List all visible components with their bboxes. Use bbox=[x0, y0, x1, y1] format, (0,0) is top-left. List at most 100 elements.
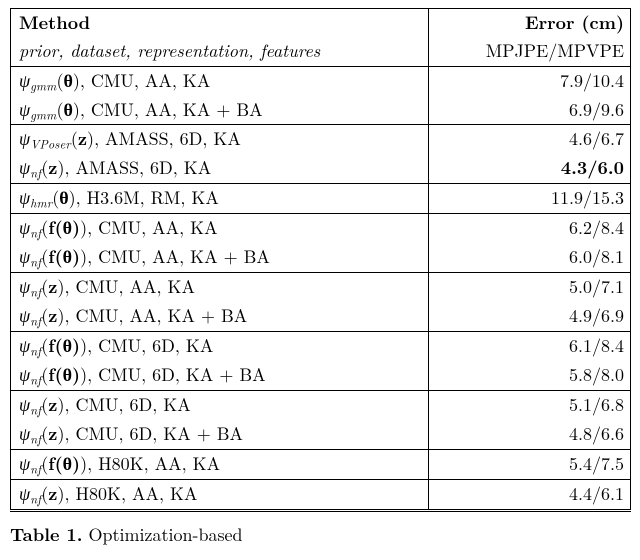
error-value: 4.4/6.1 bbox=[569, 481, 624, 506]
psi-symbol: ψ bbox=[19, 333, 30, 358]
method-cell: ψnf(z), CMU, 6D, KA bbox=[11, 390, 429, 419]
arg: f(θ) bbox=[48, 244, 80, 269]
header-error-sub: MPJPE/MPVPE bbox=[429, 37, 631, 66]
config-text: , CMU, 6D, KA + BA bbox=[87, 362, 266, 387]
method-cell: ψgmm(θ), CMU, AA, KA + BA bbox=[11, 96, 429, 125]
error-cell: 6.9/9.6 bbox=[429, 96, 631, 125]
error-cell: 4.4/6.1 bbox=[429, 479, 631, 510]
config-text: , CMU, AA, KA + BA bbox=[87, 244, 270, 269]
config-text: , CMU, 6D, KA bbox=[64, 392, 190, 417]
prior-subscript: nf bbox=[30, 224, 41, 242]
config-text: , H80K, AA, KA bbox=[64, 481, 197, 506]
table-row: ψnf(z), AMASS, 6D, KA 4.3/6.0 bbox=[11, 154, 631, 183]
prior-subscript: nf bbox=[30, 312, 41, 330]
prior-subscript: nf bbox=[30, 253, 41, 271]
prior-subscript: nf bbox=[30, 489, 41, 507]
error-cell: 4.3/6.0 bbox=[429, 154, 631, 183]
arg: θ bbox=[63, 97, 72, 122]
method-cell: ψnf(f(θ)), CMU, 6D, KA + BA bbox=[11, 361, 429, 390]
prior-subscript: nf bbox=[30, 283, 41, 301]
table-row: ψgmm(θ), CMU, AA, KA + BA 6.9/9.6 bbox=[11, 96, 631, 125]
arg: z bbox=[48, 303, 57, 328]
psi-symbol: ψ bbox=[19, 215, 30, 240]
error-value: 5.8/8.0 bbox=[569, 362, 624, 387]
arg: z bbox=[48, 421, 57, 446]
table-row: ψhmr(θ), H3.6M, RM, KA11.9/15.3 bbox=[11, 184, 631, 214]
prior-subscript: nf bbox=[30, 164, 41, 182]
error-cell: 4.8/6.6 bbox=[429, 420, 631, 449]
error-cell: 4.9/6.9 bbox=[429, 302, 631, 331]
psi-symbol: ψ bbox=[19, 451, 30, 476]
prior-subscript: hmr bbox=[30, 194, 52, 212]
config-text: , CMU, AA, KA bbox=[80, 68, 211, 93]
psi-symbol: ψ bbox=[19, 392, 30, 417]
prior-subscript: nf bbox=[30, 400, 41, 418]
error-cell: 7.9/10.4 bbox=[429, 66, 631, 95]
error-value: 7.9/10.4 bbox=[560, 68, 624, 93]
header-method-sub: prior, dataset, representation, features bbox=[11, 37, 429, 66]
table-row: ψnf(f(θ)), CMU, AA, KA + BA 6.0/8.1 bbox=[11, 243, 631, 272]
prior-subscript: nf bbox=[30, 459, 41, 477]
error-value: 4.9/6.9 bbox=[569, 303, 624, 328]
method-cell: ψnf(z), AMASS, 6D, KA bbox=[11, 154, 429, 183]
error-value: 5.0/7.1 bbox=[569, 274, 624, 299]
arg: z bbox=[48, 392, 57, 417]
error-cell: 6.1/8.4 bbox=[429, 332, 631, 361]
method-cell: ψnf(z), CMU, AA, KA + BA bbox=[11, 302, 429, 331]
arg: θ bbox=[63, 68, 72, 93]
method-cell: ψnf(z), H80K, AA, KA bbox=[11, 479, 429, 510]
table-row: ψgmm(θ), CMU, AA, KA7.9/10.4 bbox=[11, 66, 631, 95]
psi-symbol: ψ bbox=[19, 244, 30, 269]
results-table: Method Error (cm) prior, dataset, repres… bbox=[10, 8, 631, 512]
table-row: ψnf(f(θ)), CMU, 6D, KA 6.1/8.4 bbox=[11, 332, 631, 361]
psi-symbol: ψ bbox=[19, 303, 30, 328]
error-cell: 5.8/8.0 bbox=[429, 361, 631, 390]
method-cell: ψnf(z), CMU, AA, KA bbox=[11, 273, 429, 302]
method-cell: ψnf(f(θ)), CMU, 6D, KA bbox=[11, 332, 429, 361]
prior-subscript: VPoser bbox=[30, 135, 71, 153]
prior-subscript: gmm bbox=[30, 76, 56, 94]
psi-symbol: ψ bbox=[19, 421, 30, 446]
prior-subscript: nf bbox=[30, 429, 41, 447]
table-row: ψnf(z), CMU, AA, KA 5.0/7.1 bbox=[11, 273, 631, 302]
table-body: ψgmm(θ), CMU, AA, KA7.9/10.4ψgmm(θ), CMU… bbox=[11, 66, 631, 510]
error-value: 5.1/6.8 bbox=[569, 392, 624, 417]
method-cell: ψnf(f(θ)), CMU, AA, KA + BA bbox=[11, 243, 429, 272]
table-caption: Table 1. Optimization-based bbox=[10, 522, 630, 547]
arg: z bbox=[78, 126, 87, 151]
config-text: , CMU, 6D, KA bbox=[87, 333, 213, 358]
psi-symbol: ψ bbox=[19, 155, 30, 180]
table-row: ψnf(z), CMU, AA, KA + BA 4.9/6.9 bbox=[11, 302, 631, 331]
config-text: , CMU, AA, KA bbox=[64, 274, 195, 299]
error-value: 6.1/8.4 bbox=[569, 333, 624, 358]
method-cell: ψnf(f(θ)), CMU, AA, KA bbox=[11, 214, 429, 243]
error-cell: 5.4/7.5 bbox=[429, 449, 631, 479]
config-text: , H3.6M, RM, KA bbox=[76, 185, 219, 210]
error-cell: 5.1/6.8 bbox=[429, 390, 631, 419]
table-row: ψnf(z), CMU, 6D, KA 5.1/6.8 bbox=[11, 390, 631, 419]
error-value: 6.9/9.6 bbox=[569, 97, 624, 122]
table-row: ψnf(f(θ)), CMU, 6D, KA + BA 5.8/8.0 bbox=[11, 361, 631, 390]
psi-symbol: ψ bbox=[19, 97, 30, 122]
arg: f(θ) bbox=[48, 215, 80, 240]
error-cell: 11.9/15.3 bbox=[429, 184, 631, 214]
caption-text: Optimization-based bbox=[82, 522, 242, 547]
error-cell: 5.0/7.1 bbox=[429, 273, 631, 302]
prior-subscript: gmm bbox=[30, 105, 56, 123]
caption-label: Table 1. bbox=[10, 522, 82, 547]
psi-symbol: ψ bbox=[19, 274, 30, 299]
error-value: 6.2/8.4 bbox=[569, 215, 624, 240]
config-text: , AMASS, 6D, KA bbox=[94, 126, 241, 151]
header-method: Method bbox=[11, 9, 429, 38]
error-value: 4.3/6.0 bbox=[561, 155, 624, 180]
error-value: 6.0/8.1 bbox=[569, 244, 624, 269]
arg: f(θ) bbox=[48, 362, 80, 387]
table-row: ψVPoser(z), AMASS, 6D, KA4.6/6.7 bbox=[11, 125, 631, 154]
table-row: ψnf(z), H80K, AA, KA 4.4/6.1 bbox=[11, 479, 631, 510]
error-cell: 4.6/6.7 bbox=[429, 125, 631, 154]
method-cell: ψnf(z), CMU, 6D, KA + BA bbox=[11, 420, 429, 449]
prior-subscript: nf bbox=[30, 370, 41, 388]
error-value: 4.6/6.7 bbox=[569, 126, 624, 151]
method-cell: ψhmr(θ), H3.6M, RM, KA bbox=[11, 184, 429, 214]
table-row: ψnf(f(θ)), H80K, AA, KA5.4/7.5 bbox=[11, 449, 631, 479]
